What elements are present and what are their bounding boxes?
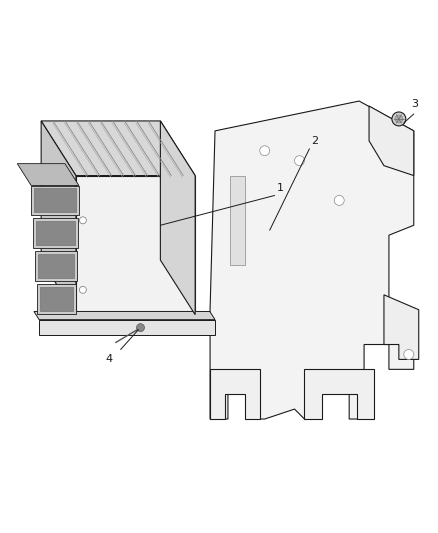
Circle shape bbox=[394, 115, 402, 123]
Polygon shape bbox=[17, 164, 79, 185]
Polygon shape bbox=[230, 175, 244, 265]
Polygon shape bbox=[31, 185, 79, 215]
Circle shape bbox=[403, 350, 413, 359]
Text: 3: 3 bbox=[410, 99, 417, 109]
Polygon shape bbox=[33, 219, 78, 248]
Circle shape bbox=[259, 146, 269, 156]
Polygon shape bbox=[209, 369, 259, 419]
Polygon shape bbox=[304, 369, 373, 419]
Polygon shape bbox=[368, 106, 413, 175]
Polygon shape bbox=[36, 221, 75, 245]
Polygon shape bbox=[41, 121, 195, 175]
Polygon shape bbox=[41, 121, 76, 314]
Polygon shape bbox=[40, 287, 73, 311]
Polygon shape bbox=[34, 311, 215, 320]
Polygon shape bbox=[37, 284, 76, 314]
Circle shape bbox=[79, 286, 86, 293]
Text: 2: 2 bbox=[311, 136, 318, 146]
Circle shape bbox=[294, 156, 304, 166]
Circle shape bbox=[333, 196, 343, 205]
Polygon shape bbox=[34, 189, 76, 212]
Polygon shape bbox=[35, 251, 77, 281]
Polygon shape bbox=[39, 320, 215, 335]
Polygon shape bbox=[76, 175, 195, 314]
Circle shape bbox=[136, 324, 144, 332]
Circle shape bbox=[79, 217, 86, 224]
Polygon shape bbox=[209, 101, 413, 419]
Polygon shape bbox=[38, 254, 74, 278]
Polygon shape bbox=[160, 121, 195, 314]
Text: 1: 1 bbox=[276, 182, 283, 192]
Circle shape bbox=[391, 112, 405, 126]
Polygon shape bbox=[383, 295, 418, 359]
Text: 4: 4 bbox=[106, 354, 113, 365]
